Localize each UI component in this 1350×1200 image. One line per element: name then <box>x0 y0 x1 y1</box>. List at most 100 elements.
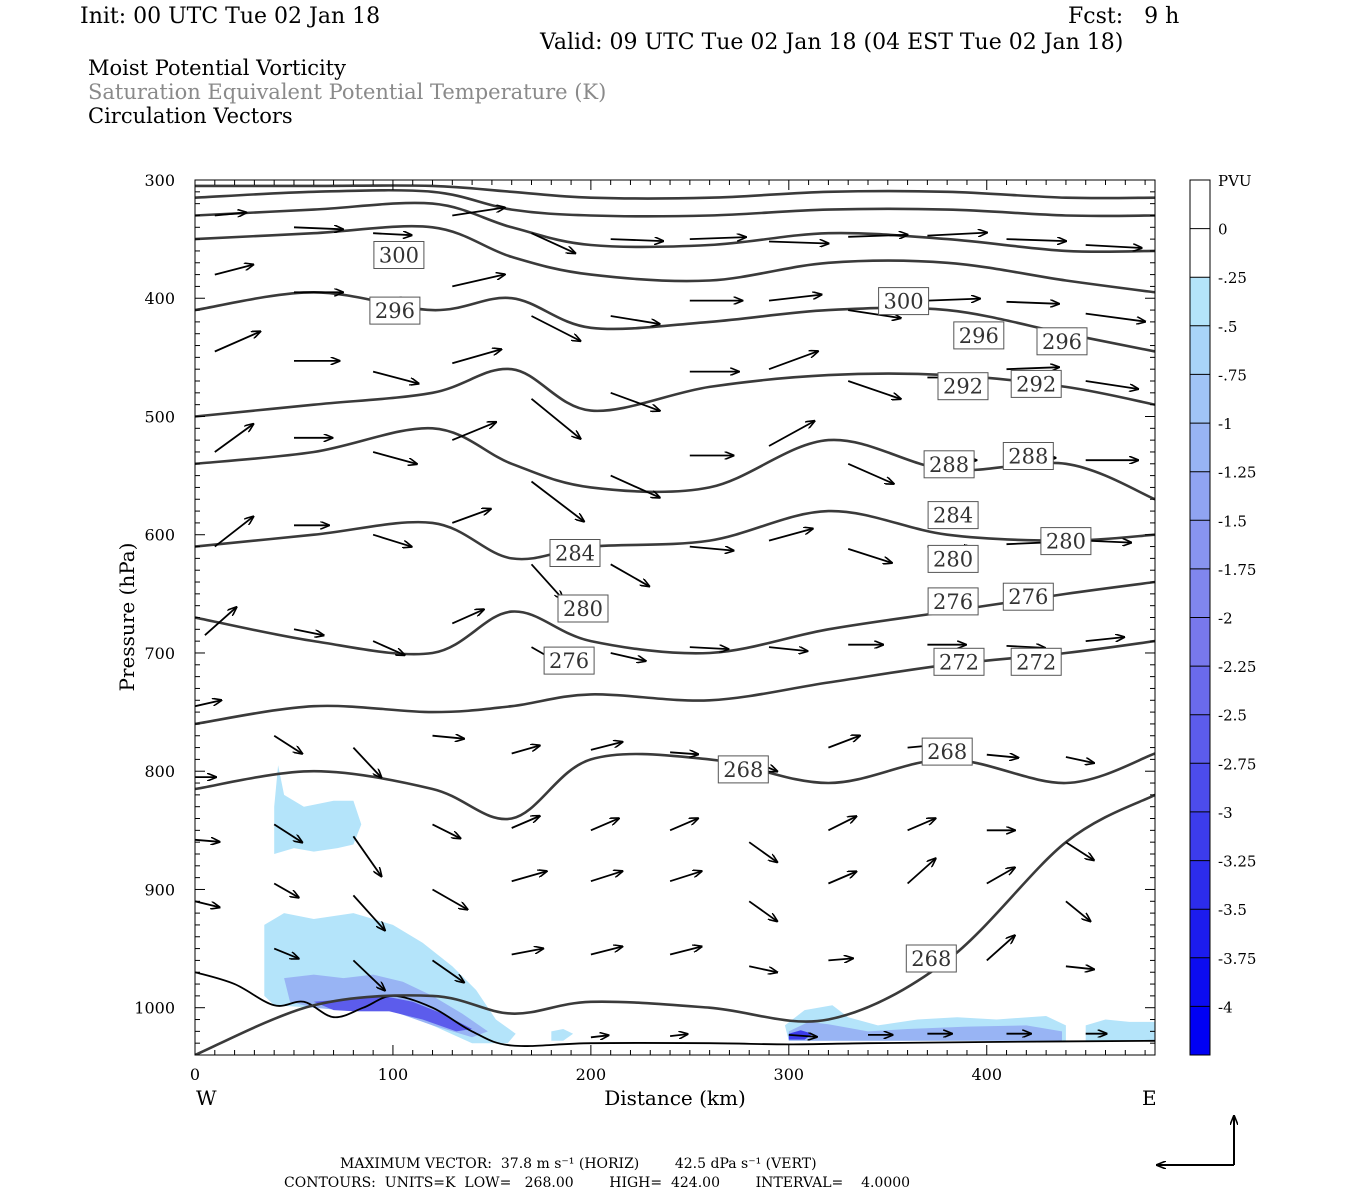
x-tick-label: 400 <box>971 1065 1002 1084</box>
contour-label: 280 <box>557 594 609 623</box>
circulation-vector <box>1065 841 1094 860</box>
circulation-vector <box>768 351 818 371</box>
contour-label-box <box>1010 647 1062 676</box>
circulation-vector <box>195 840 220 842</box>
circulation-vector <box>511 746 540 755</box>
contour-label-box <box>953 321 1005 350</box>
circulation-vector <box>214 213 247 216</box>
colorbar-swatch <box>1190 666 1210 716</box>
east-label: E <box>1142 1086 1157 1110</box>
circulation-vector <box>827 816 856 832</box>
contour-label: 284 <box>549 539 601 567</box>
circulation-vector <box>214 332 260 353</box>
contour-label-box <box>878 287 930 316</box>
circulation-vector <box>511 816 540 829</box>
circulation-vector <box>669 871 702 883</box>
colorbar-swatch <box>1190 180 1210 230</box>
contour-label-text: 276 <box>1008 585 1048 609</box>
circulation-vector <box>610 474 660 498</box>
y-tick-label: 800 <box>144 762 175 781</box>
contour-label: 284 <box>927 501 979 530</box>
y-tick-label: 500 <box>144 408 175 427</box>
contour-label-box <box>549 539 601 567</box>
field-title-theta: Saturation Equivalent Potential Temperat… <box>88 80 607 104</box>
colorbar-swatch <box>1190 374 1210 424</box>
contour-label: 296 <box>369 296 421 325</box>
circulation-vector <box>451 422 496 441</box>
colorbar-label: -.75 <box>1218 366 1247 384</box>
circulation-vector <box>372 451 417 464</box>
contour-label-text: 296 <box>1042 330 1082 354</box>
circulation-vector <box>610 391 660 411</box>
colorbar-label: -4 <box>1218 998 1233 1016</box>
reference-vector-icon <box>1157 1116 1234 1165</box>
circulation-vector <box>986 755 1019 758</box>
circulation-vector <box>1006 367 1060 369</box>
circulation-vector <box>204 607 237 636</box>
circulation-vector <box>1085 245 1142 248</box>
max-vector-note: MAXIMUM VECTOR: 37.8 m s⁻¹ (HORIZ) 42.5 … <box>340 1156 817 1172</box>
mpv-region-6 <box>788 1021 1062 1041</box>
circulation-vector <box>352 894 385 930</box>
contour-label-box <box>717 755 769 784</box>
colorbar-label: -3.75 <box>1218 950 1256 968</box>
contour-label-text: 280 <box>563 597 603 621</box>
contour-label-text: 288 <box>929 453 969 477</box>
contour-label-box <box>557 594 609 623</box>
colorbar-swatch <box>1190 763 1210 813</box>
circulation-vector <box>610 563 650 586</box>
circulation-vector <box>590 818 619 832</box>
circulation-vector <box>788 1035 817 1037</box>
circulation-vector <box>590 871 623 883</box>
colorbar-label: -.5 <box>1218 318 1237 336</box>
colorbar-label: 0 <box>1218 221 1228 239</box>
circulation-vector <box>273 734 302 754</box>
mpv-region-8 <box>1085 1019 1155 1041</box>
circulation-vector <box>689 545 734 551</box>
x-tick-label: 0 <box>190 1065 200 1084</box>
circulation-vector <box>610 239 664 241</box>
colorbar-swatch <box>1190 568 1210 618</box>
forecast-hour: Fcst: 9 h <box>1068 4 1180 29</box>
contour-label-box <box>1036 327 1088 356</box>
circulation-vector <box>352 746 381 778</box>
contour-label-text: 300 <box>884 290 924 314</box>
circulation-vector <box>828 736 860 749</box>
y-tick-label: 600 <box>144 526 175 545</box>
circulation-vector <box>531 232 576 253</box>
contour-label-text: 280 <box>933 547 973 571</box>
circulation-vector <box>214 517 254 548</box>
circulation-vector <box>511 949 544 956</box>
contour-label: 296 <box>1036 327 1088 356</box>
isentrope-288 <box>195 367 1155 418</box>
contour-label-text: 268 <box>723 758 763 782</box>
contour-label: 300 <box>373 241 425 269</box>
contour-label-box <box>937 372 989 401</box>
circulation-vector <box>530 480 585 522</box>
colorbar-label: -2 <box>1218 610 1233 628</box>
circulation-vector <box>452 208 505 217</box>
circulation-vector <box>1085 380 1139 389</box>
contour-label: 276 <box>543 646 595 675</box>
circulation-vector <box>530 563 564 599</box>
circulation-vector <box>1006 646 1046 648</box>
contour-label: 276 <box>1002 582 1054 611</box>
circulation-vector <box>670 752 698 754</box>
contour-label-text: 276 <box>549 649 589 673</box>
circulation-vector <box>432 888 468 910</box>
colorbar-label: -1 <box>1218 415 1233 433</box>
isentrope-308 <box>195 184 1155 200</box>
circulation-vector <box>986 935 1015 962</box>
circulation-vector <box>352 959 385 990</box>
contour-label: 280 <box>1040 527 1092 556</box>
y-tick-label: 1000 <box>134 999 175 1018</box>
circulation-vector <box>432 736 465 739</box>
circulation-vector <box>689 237 746 239</box>
circulation-vector <box>768 242 829 244</box>
contour-label-text: 288 <box>1008 445 1048 469</box>
colorbar-label: -3.5 <box>1218 901 1247 919</box>
circulation-vector <box>748 841 777 862</box>
contour-label: 268 <box>717 755 769 784</box>
contour-label: 288 <box>1002 442 1054 470</box>
contour-label: 296 <box>953 321 1005 350</box>
